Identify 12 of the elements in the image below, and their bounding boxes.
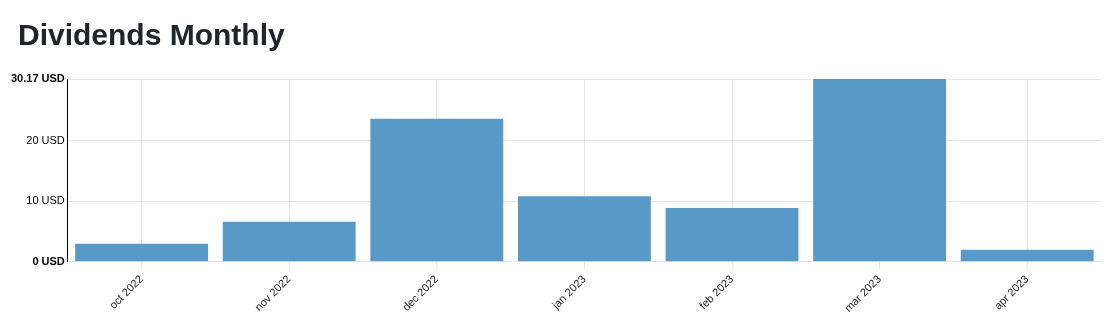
chart-title: Dividends Monthly [17, 17, 286, 53]
bar [665, 207, 799, 262]
bar [517, 196, 651, 262]
bar [370, 118, 504, 262]
bar [222, 221, 356, 262]
bar [813, 79, 947, 262]
y-tick-label: 10 USD [26, 194, 65, 207]
bar [75, 243, 209, 262]
y-tick-label: 20 USD [26, 133, 65, 146]
bar [960, 249, 1094, 262]
y-tick-label: 0 USD [32, 254, 65, 267]
y-tick-label: 30.17 USD [11, 72, 65, 85]
